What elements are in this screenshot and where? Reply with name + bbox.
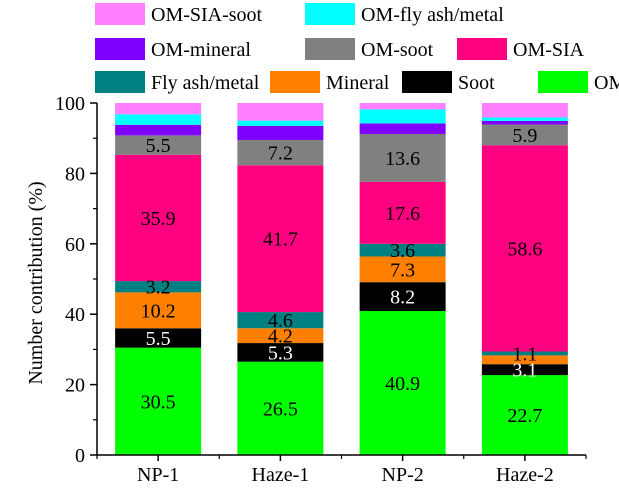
legend-label-fly-ash-metal: Fly ash/metal bbox=[151, 72, 260, 94]
legend-label-om-sia: OM-SIA bbox=[513, 39, 585, 61]
data-label-soot-haze-1: 5.3 bbox=[268, 342, 293, 364]
legend-swatch-om-mineral bbox=[95, 38, 145, 60]
bar-segment-om-sia-soot-haze-1 bbox=[237, 103, 324, 121]
data-label-soot-np-1: 5.5 bbox=[146, 328, 171, 350]
bar-segment-soot-haze-2 bbox=[481, 364, 568, 376]
legend-label-om: OM bbox=[594, 72, 619, 94]
data-label-om-np-2: 40.9 bbox=[385, 373, 420, 395]
bar-segment-fly-ash-metal-haze-2 bbox=[481, 351, 568, 356]
bar-segment-om-fly-ash-metal-haze-2 bbox=[481, 117, 568, 121]
legend-label-om-fly-ash-metal: OM-fly ash/metal bbox=[361, 4, 504, 26]
data-label-fly-ash-metal-np-1: 3.2 bbox=[146, 277, 171, 299]
y-tick-label: 0 bbox=[75, 445, 85, 467]
bar-segment-soot-haze-1 bbox=[237, 343, 324, 362]
bar-segment-mineral-np-1 bbox=[115, 292, 202, 329]
bar-segment-om-mineral-np-1 bbox=[115, 124, 202, 136]
legend-swatch-om-soot bbox=[305, 38, 355, 60]
y-tick-label: 80 bbox=[65, 163, 85, 185]
x-tick-label-np-1: NP-1 bbox=[137, 464, 179, 486]
legend-label-mineral: Mineral bbox=[326, 72, 390, 94]
bar-segment-om-sia-np-2 bbox=[359, 181, 446, 244]
y-tick-label: 60 bbox=[65, 234, 85, 256]
bar-segment-mineral-haze-1 bbox=[237, 328, 324, 344]
x-tick-label-haze-1: Haze-1 bbox=[252, 464, 310, 486]
bar-segment-om-sia-soot-np-2 bbox=[359, 103, 446, 110]
bar-segment-fly-ash-metal-haze-1 bbox=[237, 312, 324, 329]
data-label-soot-haze-2: 3.1 bbox=[512, 360, 537, 382]
bar-segment-mineral-haze-2 bbox=[481, 355, 568, 365]
y-tick-label: 40 bbox=[65, 304, 85, 326]
bar-segment-om-np-1 bbox=[115, 347, 202, 455]
bar-segment-om-soot-np-2 bbox=[359, 133, 446, 182]
data-label-om-sia-haze-1: 41.7 bbox=[263, 229, 298, 251]
legend-label-om-mineral: OM-mineral bbox=[151, 39, 251, 61]
axes-group: 0 20 40 60 80 100 NP-1 Haze-1 NP-2 Haze-2 bbox=[55, 93, 587, 486]
legend-swatch-fly-ash-metal bbox=[95, 71, 145, 93]
data-label-om-sia-np-2: 17.6 bbox=[385, 203, 420, 225]
bar-segment-om-soot-np-1 bbox=[115, 135, 202, 155]
data-label-mineral-np-1: 10.2 bbox=[141, 300, 176, 322]
x-tick-label-np-2: NP-2 bbox=[382, 464, 424, 486]
legend-label-om-soot: OM-soot bbox=[361, 39, 434, 61]
bar-segment-om-haze-2 bbox=[481, 375, 568, 455]
bar-segment-om-sia-soot-np-1 bbox=[115, 103, 202, 115]
bar-segment-mineral-np-2 bbox=[359, 256, 446, 283]
bar-labels-group: 30.5 5.5 10.23.2 35.9 5.5 26.5 5.34.24.6 41.7 7.… bbox=[141, 125, 543, 427]
y-axis-label: Number contribution (%) bbox=[25, 181, 47, 384]
bar-segment-om-soot-haze-2 bbox=[481, 124, 568, 146]
bar-segment-om-sia-haze-2 bbox=[481, 145, 568, 352]
bar-segment-om-mineral-haze-1 bbox=[237, 125, 324, 140]
legend-swatch-mineral bbox=[270, 71, 320, 93]
data-label-om-np-1: 30.5 bbox=[141, 391, 176, 413]
bar-segment-om-sia-soot-haze-2 bbox=[481, 103, 568, 118]
legend: OM-SIA-soot OM-fly ash/metal OM-mineral OM-… bbox=[95, 3, 619, 94]
bars-group bbox=[115, 103, 568, 455]
bar-segment-om-fly-ash-metal-haze-1 bbox=[237, 120, 324, 126]
x-tick-label-haze-2: Haze-2 bbox=[496, 464, 554, 486]
data-label-om-sia-np-1: 35.9 bbox=[141, 208, 176, 230]
data-label-om-haze-2: 22.7 bbox=[507, 405, 542, 427]
data-label-fly-ash-metal-np-2: 3.6 bbox=[390, 240, 415, 262]
data-label-om-soot-haze-2: 5.9 bbox=[512, 125, 537, 147]
bar-segment-fly-ash-metal-np-1 bbox=[115, 281, 202, 293]
y-tick-label: 20 bbox=[65, 375, 85, 397]
legend-swatch-om-sia-soot bbox=[95, 3, 145, 25]
legend-label-om-sia-soot: OM-SIA-soot bbox=[151, 4, 263, 26]
data-label-soot-np-2: 8.2 bbox=[390, 287, 415, 309]
legend-swatch-om-sia bbox=[457, 38, 507, 60]
bar-segment-om-fly-ash-metal-np-1 bbox=[115, 114, 202, 125]
y-tick-label: 100 bbox=[55, 93, 85, 115]
bar-segment-soot-np-1 bbox=[115, 328, 202, 348]
bar-segment-om-sia-haze-1 bbox=[237, 165, 324, 313]
bar-segment-soot-np-2 bbox=[359, 282, 446, 312]
data-label-mineral-haze-1: 4.2 bbox=[268, 326, 293, 348]
legend-swatch-om bbox=[538, 71, 588, 93]
data-label-fly-ash-metal-haze-2: 1.1 bbox=[512, 343, 537, 365]
legend-label-soot: Soot bbox=[458, 72, 495, 94]
bar-segment-om-fly-ash-metal-np-2 bbox=[359, 109, 446, 124]
bar-segment-om-np-2 bbox=[359, 311, 446, 455]
data-label-om-soot-haze-1: 7.2 bbox=[268, 143, 293, 165]
bar-segment-om-mineral-haze-2 bbox=[481, 120, 568, 125]
bar-segment-om-mineral-np-2 bbox=[359, 123, 446, 134]
legend-swatch-soot bbox=[402, 71, 452, 93]
data-label-om-soot-np-1: 5.5 bbox=[146, 135, 171, 157]
legend-swatch-om-fly-ash-metal bbox=[305, 3, 355, 25]
bar-segment-om-soot-haze-1 bbox=[237, 139, 324, 166]
data-label-om-sia-haze-2: 58.6 bbox=[507, 238, 542, 260]
data-label-om-soot-np-2: 13.6 bbox=[385, 148, 420, 170]
bar-segment-fly-ash-metal-np-2 bbox=[359, 243, 446, 257]
bar-segment-om-haze-1 bbox=[237, 361, 324, 455]
data-label-mineral-np-2: 7.3 bbox=[390, 259, 415, 281]
bar-segment-om-sia-np-1 bbox=[115, 154, 202, 282]
data-label-fly-ash-metal-haze-1: 4.6 bbox=[268, 310, 293, 332]
data-label-om-haze-1: 26.5 bbox=[263, 398, 298, 420]
